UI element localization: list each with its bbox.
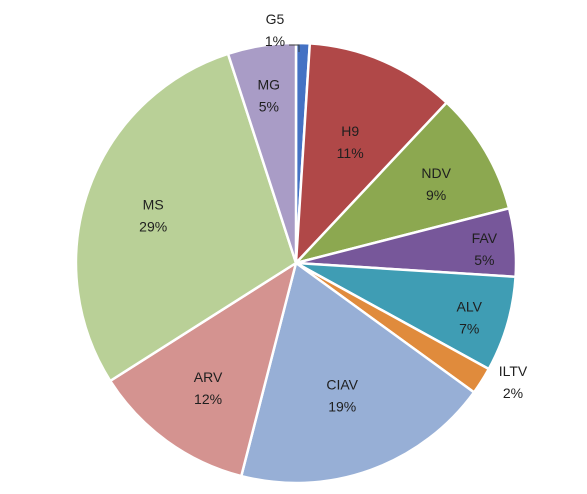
slice-percent-ndv: 9% xyxy=(426,187,446,203)
pie-slice-h9 xyxy=(294,42,449,267)
slice-percent-fav: 5% xyxy=(474,252,494,268)
slice-label-ndv: NDV 9% xyxy=(421,165,451,203)
slice-label-g5: G5 1% xyxy=(265,11,285,49)
slice-name-arv: ARV xyxy=(194,369,223,385)
slice-name-alv: ALV xyxy=(457,298,483,314)
slice-label-ciav: CIAV 19% xyxy=(326,376,358,414)
slice-name-ndv: NDV xyxy=(421,165,451,181)
slice-name-g5: G5 xyxy=(266,11,285,27)
slice-name-ms: MS xyxy=(143,197,164,213)
leader-line-g5 xyxy=(289,44,300,52)
slice-label-iltv: ILTV 2% xyxy=(499,363,528,401)
slice-label-h9: H9 11% xyxy=(337,123,364,161)
slice-label-fav: FAV 5% xyxy=(472,230,498,268)
pie-slice-arv xyxy=(108,260,298,478)
pie-slice-ndv xyxy=(292,100,511,266)
slice-percent-iltv: 2% xyxy=(503,385,523,401)
slice-name-h9: H9 xyxy=(341,123,359,139)
slice-percent-h9: 11% xyxy=(337,145,364,161)
pie-slice-ms xyxy=(74,52,298,383)
pie-slice-mg xyxy=(226,41,298,264)
slice-percent-ms: 29% xyxy=(139,219,167,235)
leader-lines xyxy=(289,44,300,52)
slice-percent-mg: 5% xyxy=(259,98,279,114)
slice-percent-arv: 12% xyxy=(194,391,222,407)
slice-name-fav: FAV xyxy=(472,230,498,246)
pie-slices xyxy=(74,41,518,485)
slice-label-alv: ALV 7% xyxy=(457,298,483,336)
slice-label-mg: MG 5% xyxy=(258,76,281,114)
slice-name-mg: MG xyxy=(258,76,281,92)
slice-label-arv: ARV 12% xyxy=(194,369,223,407)
slice-labels: G5 1%H9 11%NDV 9%FAV 5%ALV 7%ILTV 2%CIAV 19%ARV… xyxy=(139,11,528,414)
slice-percent-g5: 1% xyxy=(265,33,285,49)
slice-percent-alv: 7% xyxy=(459,320,479,336)
slice-name-iltv: ILTV xyxy=(499,363,528,379)
pie-slice-ciav xyxy=(239,260,476,485)
slice-name-ciav: CIAV xyxy=(326,376,358,392)
slice-percent-ciav: 19% xyxy=(328,398,356,414)
slice-label-ms: MS 29% xyxy=(139,197,167,235)
